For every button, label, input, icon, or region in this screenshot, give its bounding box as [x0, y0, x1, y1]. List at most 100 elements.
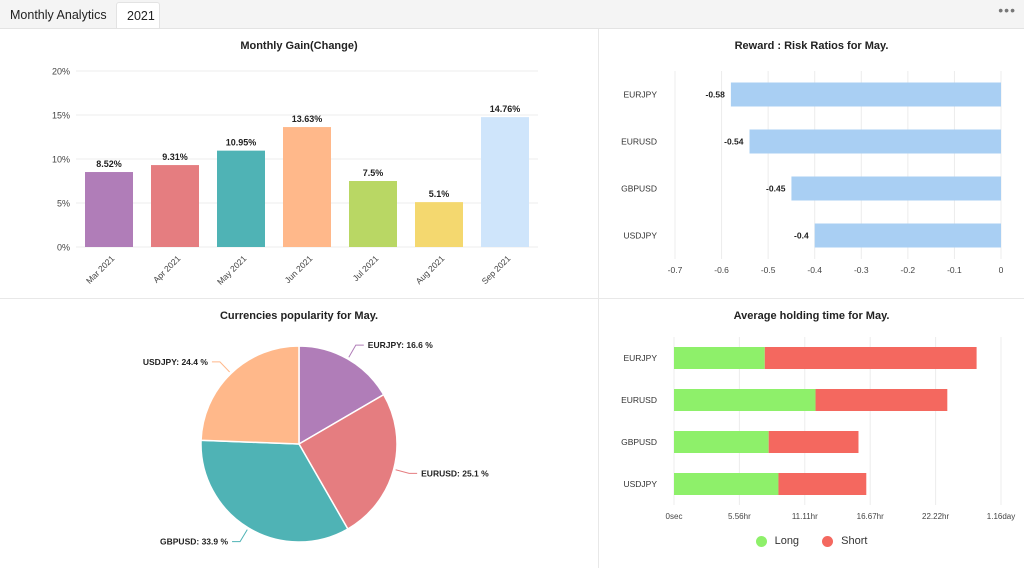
gain-data-label: 5.1%: [429, 189, 450, 199]
risk-bar[interactable]: [814, 223, 1001, 248]
legend-long-label: Long: [774, 535, 800, 547]
popularity-pie-chart: EURJPY: 16.6 % EURUSD: 25.1 % GBPUSD: 33.9…: [143, 340, 489, 547]
gain-ytick-label: 5%: [57, 199, 70, 209]
holding-xtick-label: 22.22hr: [922, 512, 949, 521]
more-options-icon[interactable]: •••: [998, 2, 1016, 18]
risk-data-label: -0.58: [706, 90, 726, 100]
pie-label-connector: [211, 361, 230, 373]
holding-xtick-label: 0sec: [666, 512, 683, 521]
gain-xtick-label: Apr 2021: [151, 253, 183, 285]
gain-ytick-label: 0%: [57, 243, 70, 253]
legend-short-label: Short: [841, 535, 868, 547]
popularity-title: Currencies popularity for May.: [219, 310, 379, 322]
gain-data-label: 10.95%: [226, 138, 257, 148]
risk-category-label: EURJPY: [623, 90, 657, 100]
gain-bar[interactable]: [151, 165, 199, 247]
risk-xtick-label: -0.6: [714, 265, 729, 275]
monthly-gain-title: Monthly Gain(Change): [240, 40, 358, 52]
holding-xtick-label: 5.56hr: [728, 512, 751, 521]
gain-bar[interactable]: [85, 172, 133, 247]
risk-xtick-label: -0.5: [761, 265, 776, 275]
gain-bar[interactable]: [481, 117, 529, 247]
long-dot-icon: [755, 535, 767, 547]
pie-label-connector: [232, 529, 248, 543]
risk-bar[interactable]: [749, 129, 1001, 154]
gain-bar[interactable]: [283, 127, 331, 247]
pie-slice[interactable]: [297, 393, 398, 530]
pie-slice-label: USDJPY: 24.4 %: [143, 357, 208, 367]
monthly-gain-chart: 0% 5% 10% 15% 20% 8.52% Mar 2021 9.31% Apr 2021 1…: [52, 67, 538, 287]
legend-short[interactable]: Short: [822, 535, 867, 547]
pie-slice-label: EURJPY: 16.6 %: [368, 340, 433, 350]
pie-label-connector: [348, 344, 364, 358]
risk-xtick-label: -0.2: [901, 265, 916, 275]
tab-monthly-analytics[interactable]: Monthly Analytics: [10, 8, 107, 22]
gain-bar[interactable]: [415, 202, 463, 247]
pie-slice[interactable]: [298, 345, 385, 446]
gain-data-label: 14.76%: [490, 104, 521, 114]
risk-category-label: EURUSD: [621, 137, 657, 147]
monthly-gain-panel: Monthly Gain(Change) 0% 5% 10% 15% 20% 8.52% M…: [0, 29, 599, 299]
holding-bar-short[interactable]: [815, 389, 948, 411]
risk-ratio-title: Reward : Risk Ratios for May.: [734, 40, 889, 52]
holding-legend: Long Short: [599, 535, 1024, 550]
popularity-panel: Currencies popularity for May. EURJPY: 1…: [0, 299, 599, 568]
risk-category-label: USDJPY: [623, 231, 657, 241]
tab-bar: Monthly Analytics 2021 •••: [0, 0, 1024, 29]
holding-bar-long[interactable]: [674, 389, 816, 411]
risk-xtick-label: 0: [999, 265, 1004, 275]
risk-data-label: -0.4: [794, 231, 809, 241]
risk-bar[interactable]: [791, 176, 1001, 201]
gain-bar[interactable]: [349, 181, 397, 247]
gain-data-label: 8.52%: [96, 159, 122, 169]
risk-xtick-label: -0.1: [947, 265, 962, 275]
risk-data-label: -0.54: [724, 137, 744, 147]
holding-bar-short[interactable]: [768, 431, 859, 453]
gain-xtick-label: Aug 2021: [414, 253, 447, 286]
holding-xtick-label: 1.16day: [987, 512, 1015, 521]
pie-slice[interactable]: [200, 345, 300, 445]
gain-data-label: 13.63%: [292, 114, 323, 124]
risk-xtick-label: -0.3: [854, 265, 869, 275]
holding-xtick-label: 16.67hr: [857, 512, 884, 521]
holding-bar-long[interactable]: [674, 347, 765, 369]
holding-category-label: EURJPY: [623, 353, 657, 363]
gain-ytick-label: 10%: [52, 155, 70, 165]
short-dot-icon: [822, 535, 834, 547]
holding-bar-long[interactable]: [674, 431, 769, 453]
pie-slice-label: EURUSD: 25.1 %: [421, 468, 489, 478]
risk-bar[interactable]: [730, 82, 1001, 107]
risk-ratio-panel: Reward : Risk Ratios for May. -0.7 -0.6 -0…: [599, 29, 1024, 299]
holding-category-label: EURUSD: [621, 395, 657, 405]
legend-long[interactable]: Long: [755, 535, 800, 547]
risk-xtick-label: -0.4: [807, 265, 822, 275]
risk-data-label: -0.45: [766, 184, 786, 194]
gain-ytick-label: 15%: [52, 111, 70, 121]
gain-bar[interactable]: [217, 150, 265, 247]
gain-data-label: 9.31%: [162, 152, 188, 162]
holding-xtick-label: 11.11hr: [792, 512, 818, 521]
pie-slice[interactable]: [200, 439, 349, 543]
holding-bar-short[interactable]: [764, 347, 977, 369]
gain-xtick-label: May 2021: [215, 253, 249, 287]
holding-bar-short[interactable]: [778, 473, 867, 495]
risk-category-label: GBPUSD: [621, 184, 657, 194]
holding-category-label: USDJPY: [623, 479, 657, 489]
holding-category-label: GBPUSD: [621, 437, 657, 447]
holding-time-title: Average holding time for May.: [733, 310, 890, 322]
gain-xtick-label: Sep 2021: [480, 253, 513, 286]
pie-label-connector: [395, 469, 418, 474]
gain-ytick-label: 20%: [52, 67, 70, 77]
risk-xtick-label: -0.7: [668, 265, 683, 275]
holding-time-panel: Average holding time for May. 0sec 5.56hr…: [599, 299, 1024, 568]
gain-xtick-label: Jun 2021: [283, 253, 315, 285]
tab-year-2021[interactable]: 2021: [116, 2, 160, 28]
pie-slice-label: GBPUSD: 33.9 %: [160, 537, 228, 547]
gain-data-label: 7.5%: [363, 168, 384, 178]
risk-ratio-chart: -0.7 -0.6 -0.5 -0.4 -0.3 -0.2 -0.1 0 -0.58 EURJPY…: [621, 71, 1004, 275]
holding-bar-long[interactable]: [674, 473, 779, 495]
holding-time-chart: 0sec 5.56hr 11.11hr 16.67hr 22.22hr 1.16day EU…: [621, 337, 1015, 521]
gain-xtick-label: Mar 2021: [84, 253, 117, 286]
gain-xtick-label: Jul 2021: [351, 253, 381, 283]
